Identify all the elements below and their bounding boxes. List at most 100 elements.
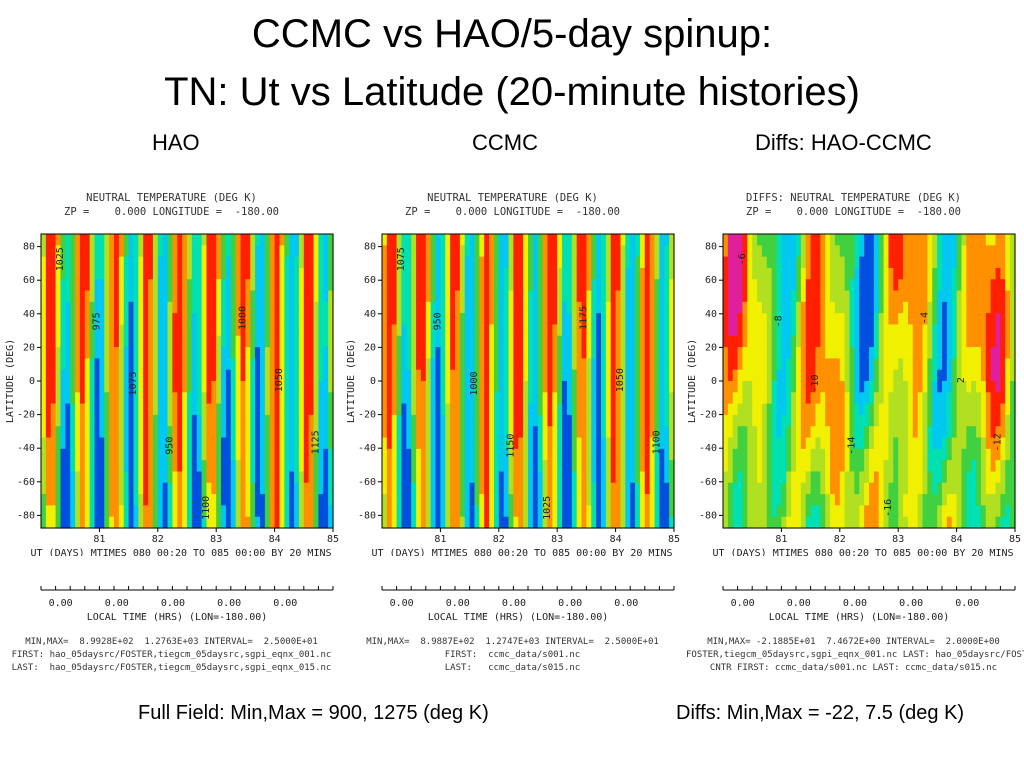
heatmap-cell xyxy=(464,313,471,326)
heatmap-cell xyxy=(854,290,860,303)
heatmap-cell xyxy=(167,335,173,348)
heatmap-cell xyxy=(727,426,734,439)
heatmap-cell xyxy=(571,471,578,484)
heatmap-cell xyxy=(318,358,324,371)
heatmap-cell xyxy=(182,369,188,382)
heatmap-cell xyxy=(455,448,461,461)
heatmap-cell xyxy=(610,392,617,405)
heatmap-cell xyxy=(766,426,773,439)
heatmap-cell xyxy=(610,426,617,439)
heatmap-cell xyxy=(318,403,324,416)
heatmap-cell xyxy=(406,358,412,371)
heatmap-cell xyxy=(459,426,466,439)
heatmap-cell xyxy=(932,505,938,518)
heatmap-cell xyxy=(995,482,1001,495)
heatmap-cell xyxy=(513,516,519,529)
heatmap-cell xyxy=(250,403,256,416)
heatmap-cell xyxy=(118,381,125,393)
heatmap-cell xyxy=(942,414,948,427)
heatmap-cell xyxy=(167,448,173,461)
heatmap-cell xyxy=(888,290,894,303)
heatmap-cell xyxy=(849,256,855,269)
heatmap-cell xyxy=(937,267,943,280)
heatmap-cell xyxy=(401,245,407,258)
heatmap-cell xyxy=(75,437,81,450)
heatmap-cell xyxy=(133,471,139,484)
heatmap-cell xyxy=(523,448,529,461)
heatmap-cell xyxy=(459,471,466,484)
heatmap-cell xyxy=(586,267,592,280)
heatmap-cell xyxy=(123,234,130,246)
heatmap-cell xyxy=(956,369,963,382)
heatmap-cell xyxy=(435,234,441,246)
heatmap-cell xyxy=(537,392,544,405)
heatmap-cell xyxy=(230,301,237,314)
heatmap-cell xyxy=(459,448,466,461)
heatmap-cell xyxy=(557,256,563,269)
heatmap-cell xyxy=(230,358,237,371)
heatmap-cell xyxy=(532,426,539,439)
heatmap-cell xyxy=(571,290,578,303)
heatmap-cell xyxy=(391,234,398,246)
heatmap-cell xyxy=(406,448,412,461)
heatmap-cell xyxy=(84,279,91,292)
heatmap-cell xyxy=(810,392,817,405)
heatmap-cell xyxy=(757,313,763,326)
heatmap-cell xyxy=(99,290,105,303)
heatmap-cell xyxy=(1000,267,1006,280)
heatmap-cell xyxy=(440,381,446,393)
heatmap-cell xyxy=(859,279,865,292)
heatmap-cell xyxy=(610,494,617,506)
heatmap-cell xyxy=(84,516,91,529)
heatmap-cell xyxy=(104,245,110,258)
heatmap-cell xyxy=(800,392,807,405)
heatmap-cell xyxy=(576,256,583,269)
heatmap-cell xyxy=(1005,313,1011,326)
heatmap-cell xyxy=(240,437,246,450)
heatmap-cell xyxy=(50,494,57,506)
heatmap-cell xyxy=(109,324,115,337)
heatmap-cell xyxy=(971,290,977,303)
heatmap-cell xyxy=(859,234,865,246)
heatmap-cell xyxy=(245,234,251,246)
heatmap-cell xyxy=(825,414,831,427)
heatmap-cell xyxy=(956,426,963,439)
heatmap-cell xyxy=(279,369,285,382)
heatmap-cell xyxy=(854,301,860,314)
heatmap-cell xyxy=(196,414,203,427)
heatmap-cell xyxy=(435,358,441,371)
heatmap-cell xyxy=(723,256,729,269)
heatmap-cell xyxy=(830,392,836,405)
heatmap-cell xyxy=(659,267,665,280)
heatmap-cell xyxy=(328,324,334,337)
heatmap-cell xyxy=(435,245,441,258)
heatmap-cell xyxy=(664,494,670,506)
heatmap-cell xyxy=(757,245,763,258)
heatmap-cell xyxy=(557,494,563,506)
heatmap-cell xyxy=(942,347,948,359)
heatmap-cell xyxy=(65,369,71,382)
heatmap-cell xyxy=(445,516,451,529)
heatmap-cell xyxy=(148,471,154,484)
heatmap-cell xyxy=(84,426,91,439)
heatmap-cell xyxy=(1000,516,1006,529)
heatmap-cell xyxy=(966,267,972,280)
heatmap-cell xyxy=(128,494,135,506)
heatmap-cell xyxy=(800,426,807,439)
heatmap-cell xyxy=(114,279,120,292)
heatmap-cell xyxy=(985,516,992,529)
heatmap-cell xyxy=(206,301,212,314)
heatmap-cell xyxy=(469,448,476,461)
heatmap-cell xyxy=(255,437,261,450)
heatmap-cell xyxy=(732,448,739,461)
heatmap-cell xyxy=(401,301,407,314)
heatmap-cell xyxy=(406,403,412,416)
heatmap-cell xyxy=(459,358,466,371)
heatmap-cell xyxy=(956,437,963,450)
heatmap-cell xyxy=(820,290,826,303)
heatmap-cell xyxy=(469,392,476,405)
heatmap-cell xyxy=(888,494,894,506)
heatmap-cell xyxy=(157,290,164,303)
heatmap-cell xyxy=(659,358,665,371)
heatmap-cell xyxy=(313,279,319,292)
